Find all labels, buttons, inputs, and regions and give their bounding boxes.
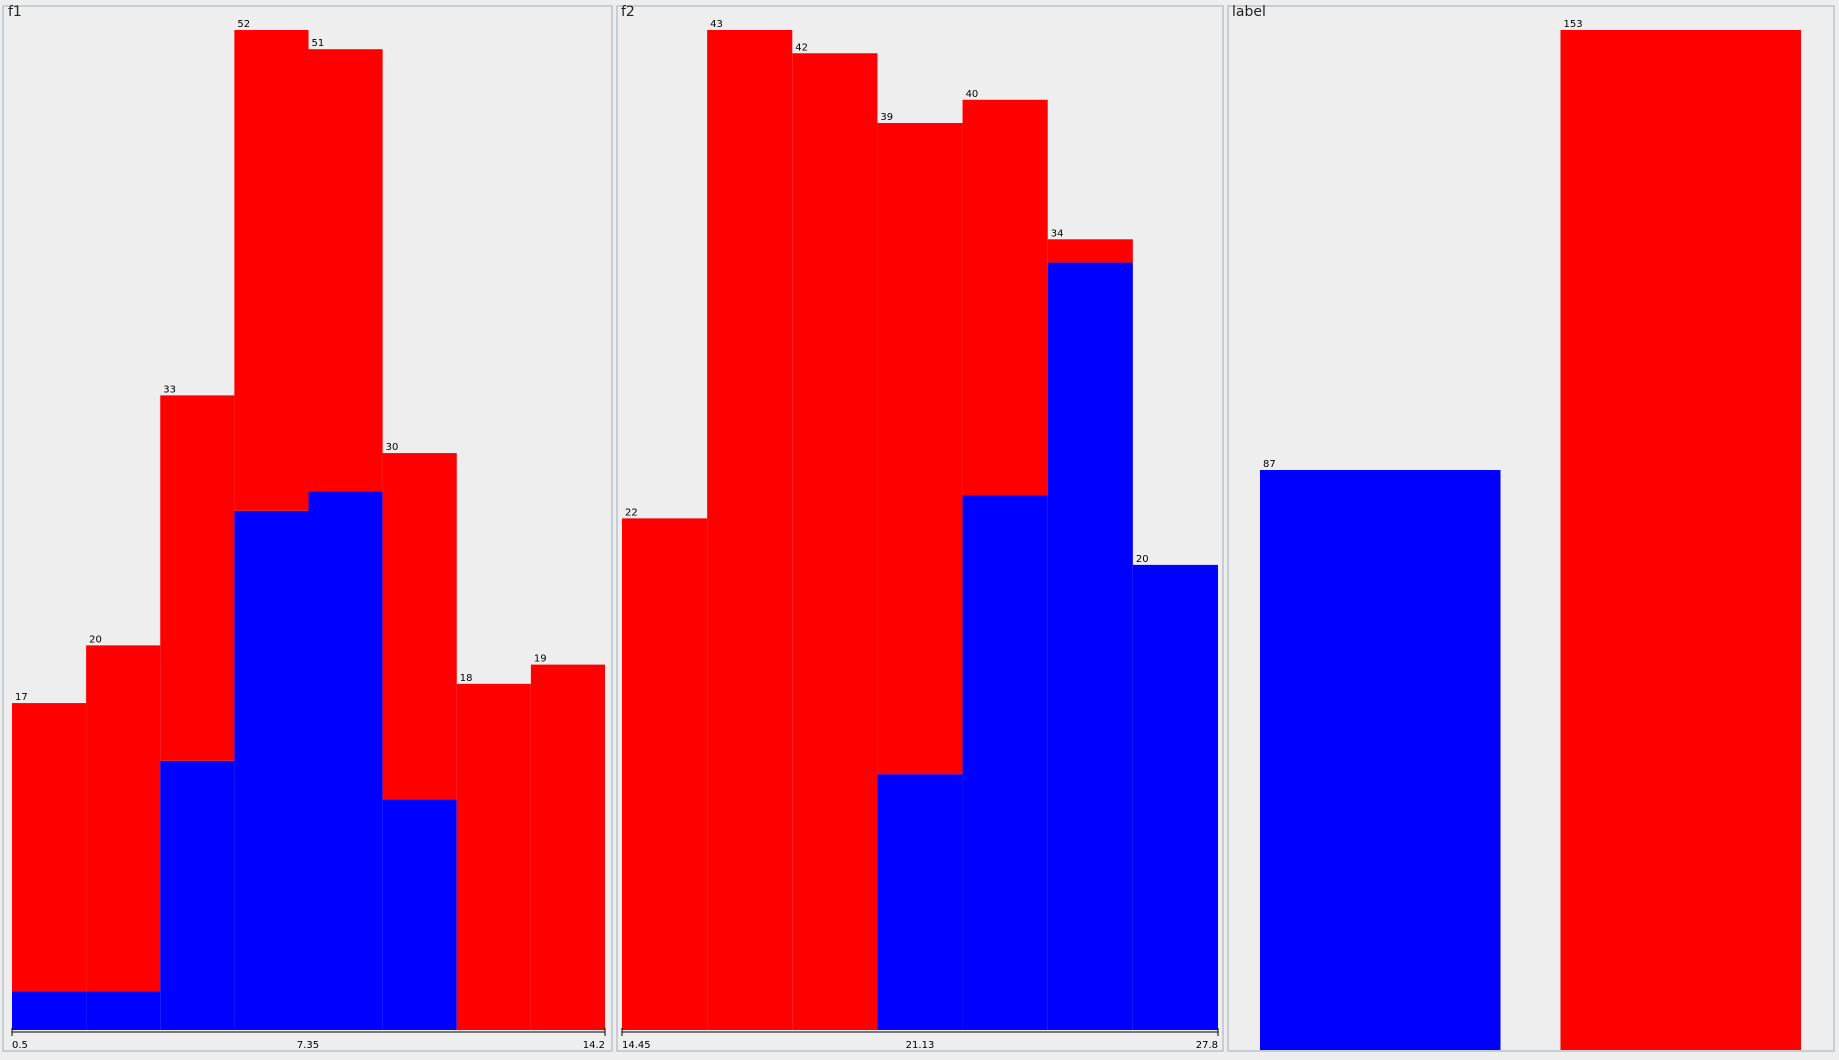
bar-count-label: 20 bbox=[89, 634, 102, 645]
bar-count-label: 20 bbox=[1136, 554, 1149, 565]
bar-count-label: 87 bbox=[1263, 459, 1276, 470]
histogram-bar-segment bbox=[530, 664, 606, 1030]
panel-f2-count-labels: 22 43 42 39 40 34 20 bbox=[625, 19, 1149, 565]
panel-label-title: label bbox=[1232, 4, 1266, 20]
panel-f2-tick-label: 14.45 bbox=[622, 1040, 651, 1051]
histogram-bar-segment bbox=[877, 774, 963, 1030]
histogram-bar-segment bbox=[707, 30, 793, 1030]
panel-f2-bars bbox=[622, 30, 1218, 1030]
histogram-bar-segment bbox=[456, 683, 531, 1030]
histogram-bar-segment bbox=[622, 518, 708, 1030]
bar-count-label: 42 bbox=[795, 42, 808, 53]
histogram-bar-segment bbox=[12, 991, 87, 1030]
panel-label-count-labels: 87 153 bbox=[1263, 19, 1583, 470]
histogram-bar-segment bbox=[877, 123, 963, 775]
histogram-bar-segment bbox=[1260, 470, 1501, 1050]
bar-count-label: 43 bbox=[710, 19, 723, 30]
panel-f2-tick-label: 21.13 bbox=[906, 1040, 935, 1051]
panel-f2-tick-label: 27.8 bbox=[1196, 1040, 1218, 1051]
panel-f1-count-labels: 17 20 33 52 51 30 18 19 bbox=[15, 19, 547, 703]
bar-count-label: 39 bbox=[880, 112, 893, 123]
bar-count-label: 40 bbox=[966, 89, 979, 100]
panel-f1-tick-label: 14.2 bbox=[583, 1040, 605, 1051]
histogram-bar-segment bbox=[1047, 262, 1133, 1030]
panel-f1-bars bbox=[12, 30, 606, 1030]
histogram-bar-segment bbox=[792, 53, 878, 1030]
bar-count-label: 17 bbox=[15, 692, 28, 703]
histogram-bar-segment bbox=[160, 395, 235, 761]
bar-count-label: 51 bbox=[312, 38, 325, 49]
bar-count-label: 19 bbox=[534, 654, 547, 665]
panel-f1-x-axis: 0.5 7.35 14.2 bbox=[11, 1028, 606, 1051]
histogram-bar-segment bbox=[308, 49, 383, 492]
histogram-bar-segment bbox=[1560, 30, 1801, 1050]
histogram-bar-segment bbox=[382, 799, 457, 1030]
histogram-bar-segment bbox=[382, 453, 457, 800]
histogram-bar-segment bbox=[962, 99, 1048, 496]
bar-count-label: 52 bbox=[237, 19, 250, 30]
histogram-bar-segment bbox=[308, 491, 383, 1030]
histogram-bar-segment bbox=[1132, 564, 1218, 1030]
bar-count-label: 22 bbox=[625, 507, 638, 518]
panel-f1-tick-label: 0.5 bbox=[12, 1040, 28, 1051]
histogram-bar-segment bbox=[160, 760, 235, 1030]
histogram-bar-segment bbox=[86, 645, 161, 992]
panel-f2: f2 22 43 42 39 40 34 20 14.45 21.13 27.8 bbox=[616, 4, 1224, 1052]
panel-label-bars bbox=[1260, 30, 1801, 1050]
panel-f1: f1 17 20 33 52 51 30 18 19 0.5 7.35 14.2 bbox=[2, 4, 613, 1052]
bar-count-label: 30 bbox=[386, 442, 399, 453]
panel-label-frame bbox=[1227, 5, 1835, 1052]
bar-count-label: 153 bbox=[1564, 19, 1583, 30]
histogram-bar-segment bbox=[86, 991, 161, 1030]
panel-f2-x-axis: 14.45 21.13 27.8 bbox=[621, 1028, 1219, 1051]
bar-count-label: 18 bbox=[460, 673, 473, 684]
histogram-bar-segment bbox=[962, 495, 1048, 1030]
panel-label: label 87 153 bbox=[1227, 4, 1835, 1052]
panel-f1-tick-label: 7.35 bbox=[297, 1040, 319, 1051]
panel-f1-title: f1 bbox=[8, 4, 22, 20]
panel-f2-frame bbox=[616, 5, 1224, 1052]
histogram-bar-segment bbox=[12, 703, 87, 992]
bar-count-label: 33 bbox=[163, 384, 176, 395]
histogram-bar-segment bbox=[234, 510, 309, 1030]
histogram-bar-segment bbox=[1047, 239, 1133, 263]
panel-f1-frame bbox=[2, 5, 613, 1052]
panel-f2-title: f2 bbox=[621, 4, 635, 20]
bar-count-label: 34 bbox=[1051, 228, 1064, 239]
histogram-bar-segment bbox=[234, 30, 309, 511]
